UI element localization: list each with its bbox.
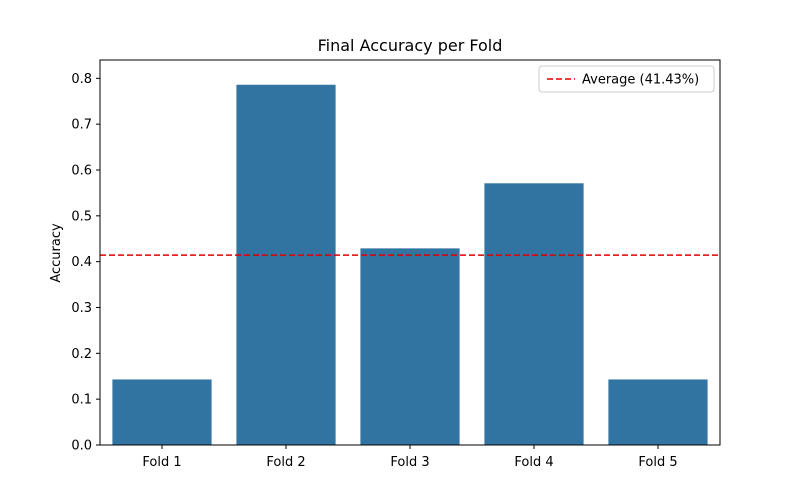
x-tick-label-3: Fold 4 [514,455,553,470]
legend: Average (41.43%) [538,65,715,93]
legend-box [538,65,715,93]
bar-1 [112,379,212,445]
x-tick-label-1: Fold 2 [266,455,305,470]
chart-title: Final Accuracy per Fold [318,36,503,55]
bar-2 [236,84,336,445]
y-tick-label-6: 0.6 [71,164,92,179]
y-tick-label-2: 0.2 [71,347,92,362]
x-tick-label-2: Fold 3 [390,455,429,470]
y-tick-label-3: 0.3 [71,301,92,316]
y-axis-label: Accuracy [49,223,64,283]
bar-5 [608,379,708,445]
bar-3 [360,248,460,445]
x-tick-label-4: Fold 5 [638,455,677,470]
legend-label: Average (41.43%) [582,73,699,88]
x-tick-label-0: Fold 1 [142,455,181,470]
bar-4 [484,183,584,445]
y-tick-label-0: 0.0 [71,439,92,454]
y-tick-label-4: 0.4 [71,255,92,270]
y-tick-label-7: 0.7 [71,118,92,133]
y-tick-label-5: 0.5 [71,209,92,224]
plot-area: 0.0 0.1 0.2 0.3 0.4 0.5 0.6 0.7 0.8 Fold 1 Fold 2 F… [71,59,721,470]
y-tick-label-1: 0.1 [71,393,92,408]
y-tick-label-8: 0.8 [71,72,92,87]
